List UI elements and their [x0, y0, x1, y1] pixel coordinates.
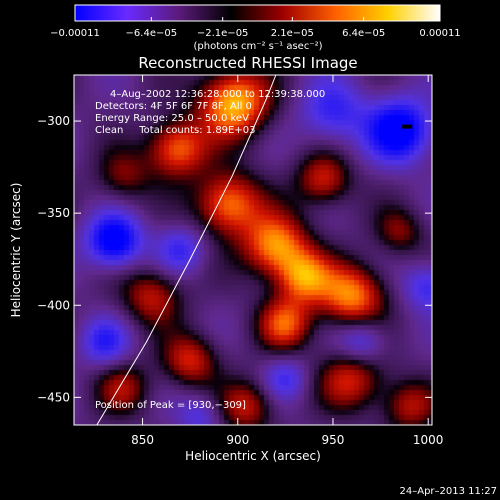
- x-tick-label: 900: [226, 433, 249, 447]
- annotation-detectors: Detectors: 4F 5F 6F 7F 8F, All 0: [95, 101, 252, 112]
- plot-frame: [73, 74, 433, 426]
- x-axis-label: Heliocentric X (arcsec): [185, 449, 321, 463]
- x-tick-label: 950: [322, 433, 345, 447]
- y-axis-label: Heliocentric Y (arcsec): [9, 183, 23, 318]
- chart-title: Reconstructed RHESSI Image: [138, 54, 357, 72]
- x-tick-label: 1000: [413, 433, 444, 447]
- y-axis: −300 −350 −400 −450: [37, 114, 432, 404]
- solar-limb-arc: [96, 74, 277, 426]
- plot-area: 4–Aug–2002 12:36:28.000 to 12:39:38.000 …: [73, 74, 433, 426]
- y-tick-label: −300: [37, 114, 70, 128]
- x-tick-label: 850: [131, 433, 154, 447]
- colorbar-tick-label: 0.00011: [419, 28, 460, 39]
- y-tick-label: −400: [37, 298, 70, 312]
- colorbar-strip: [74, 4, 441, 22]
- colorbar-tick-label: −6.4e−05: [126, 28, 178, 39]
- x-axis: 850 900 950 1000: [131, 75, 443, 447]
- heatmap-container: [74, 75, 432, 425]
- colorbar-tick-label: 2.1e−05: [271, 28, 314, 39]
- colorbar-tick-label: −2.1e−05: [197, 28, 249, 39]
- annotation-clean-counts: Clean Total counts: 1.89E+03: [95, 125, 255, 136]
- y-tick-label: −450: [37, 390, 70, 404]
- peak-marker: [402, 124, 413, 129]
- colorbar-tick-label: −0.00011: [50, 28, 100, 39]
- plot-timestamp: 24–Apr–2013 11:27: [400, 486, 497, 497]
- y-tick-label: −350: [37, 206, 70, 220]
- annotation-block: 4–Aug–2002 12:36:28.000 to 12:39:38.000 …: [95, 89, 325, 136]
- annotation-energy-range: Energy Range: 25.0 – 50.0 keV: [95, 113, 249, 124]
- colorbar-tick-label: 6.4e−05: [342, 28, 385, 39]
- colorbar: −0.00011 −6.4e−05 −2.1e−05 2.1e−05 6.4e−05 0.…: [50, 4, 461, 52]
- annotation-time-range: 4–Aug–2002 12:36:28.000 to 12:39:38.000: [110, 89, 325, 100]
- peak-position-label: Position of Peak = [930,−309]: [95, 400, 246, 411]
- colorbar-ticks: −0.00011 −6.4e−05 −2.1e−05 2.1e−05 6.4e−05 0.…: [50, 17, 461, 39]
- colorbar-unit-label: (photons cm⁻² s⁻¹ asec⁻²): [193, 41, 322, 52]
- heatmap-image: [74, 75, 432, 425]
